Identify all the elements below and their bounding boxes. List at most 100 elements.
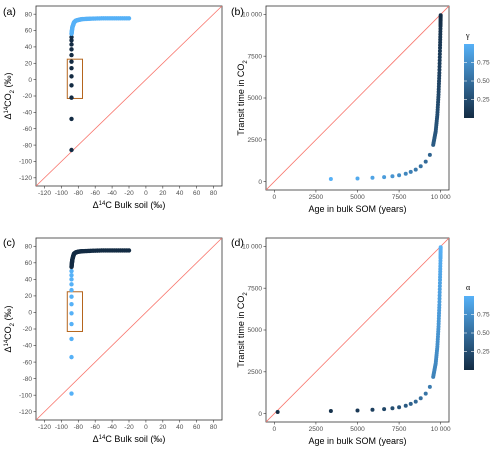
y-tick-label-a: -120: [19, 175, 32, 182]
panel-label-a: (a): [3, 6, 16, 18]
x-axis-label-c: Δ14C Bulk soil (‰): [93, 434, 166, 444]
x-tick-label-a: -80: [74, 190, 84, 197]
x-tick-label-b: 7500: [392, 194, 407, 201]
y-tick-label-b: 5000: [248, 95, 263, 102]
data-point-c: [69, 273, 74, 278]
y-tick-label-a: 20: [25, 60, 33, 67]
y-tick-label-c: -20: [23, 326, 33, 333]
data-point-d: [437, 280, 442, 285]
x-tick-label-b: 5000: [350, 194, 365, 201]
x-tick-label-c: 0: [144, 424, 148, 431]
legend-alpha-colorbar: [464, 296, 474, 370]
data-point-c: [69, 301, 74, 307]
one-to-one-line-a: [36, 6, 222, 186]
x-tick-label-d: 2500: [309, 426, 324, 433]
data-point-c: [87, 248, 92, 254]
data-point-d: [437, 299, 442, 304]
legend-gamma-colorbar: [464, 44, 474, 118]
data-point-d: [427, 384, 432, 389]
data-point-b: [355, 176, 360, 181]
legend-tick-label: 0.25: [477, 349, 490, 356]
y-tick-label-c: 20: [25, 293, 33, 300]
data-point-c: [112, 248, 117, 253]
x-tick-label-c: 60: [193, 424, 201, 431]
x-axis-label-a: Δ14C Bulk soil (‰): [93, 200, 166, 210]
data-point-a: [69, 65, 74, 71]
data-point-c: [69, 336, 74, 342]
y-tick-label-a: -60: [23, 126, 33, 133]
data-point-a: [87, 16, 92, 21]
data-point-b: [413, 167, 418, 172]
chart-panel-b: 0 2500 5000 7500 10 000 0 2500 5000 7500 10 000 Ag…: [236, 5, 451, 214]
x-axis-label-d: Age in bulk SOM (years): [308, 436, 406, 446]
data-point-b: [382, 175, 387, 180]
panel-label-b: (b): [231, 6, 244, 18]
data-point-d: [403, 403, 408, 408]
data-point-b: [438, 13, 443, 18]
one-to-one-line-b: [266, 6, 449, 190]
data-point-a: [69, 74, 74, 79]
y-axis-label-d: Transit time in CO2: [236, 292, 249, 368]
x-tick-label-c: 40: [176, 424, 184, 431]
x-tick-label-c: 20: [159, 424, 167, 431]
x-tick-label-c: -60: [90, 424, 100, 431]
x-axis-label-b: Age in bulk SOM (years): [308, 204, 406, 214]
data-point-d: [397, 405, 402, 410]
y-tick-label-a: -20: [23, 93, 33, 100]
x-tick-label-a: -20: [124, 190, 134, 197]
data-point-a: [69, 34, 74, 40]
legend-gamma-title: γ: [465, 31, 470, 40]
data-point-a: [69, 95, 74, 100]
data-point-c: [99, 248, 104, 253]
plot-area-d: [266, 238, 449, 422]
data-point-c: [69, 282, 74, 287]
data-point-b: [397, 173, 402, 178]
data-point-c: [69, 287, 74, 293]
data-point-a: [69, 147, 74, 153]
y-tick-label-b: 7500: [248, 53, 263, 60]
data-point-c: [69, 391, 74, 396]
plot-area-b: [266, 6, 449, 190]
data-point-b: [328, 176, 333, 181]
legend-tick-label: 0.75: [477, 60, 490, 67]
y-tick-label-c: -100: [19, 392, 32, 399]
data-point-b: [423, 159, 428, 164]
data-point-c: [69, 268, 74, 274]
data-point-d: [370, 407, 375, 412]
data-point-d: [328, 408, 333, 413]
y-tick-label-c: 0: [28, 310, 32, 317]
x-tick-label-c: -100: [55, 424, 68, 431]
legend-gamma: γ 0.75 0.50 0.25: [464, 31, 490, 118]
y-tick-label-d: 2500: [248, 369, 263, 376]
x-tick-label-b: 10 000: [431, 194, 451, 201]
data-point-d: [390, 406, 395, 411]
data-point-c: [124, 248, 130, 253]
data-point-b: [437, 58, 442, 63]
y-tick-label-a: 80: [25, 11, 33, 18]
data-point-d: [408, 401, 413, 406]
x-tick-label-d: 0: [273, 426, 277, 433]
x-tick-label-a: 60: [193, 190, 201, 197]
data-point-d: [437, 302, 442, 307]
data-point-d: [418, 396, 423, 401]
legend-tick-label: 0.75: [477, 312, 490, 319]
y-axis-label-a: Δ14CO2 (‰): [3, 72, 16, 119]
y-tick-label-a: 60: [25, 28, 33, 35]
data-point-d: [437, 293, 442, 298]
data-point-c: [69, 277, 74, 282]
x-tick-label-c: 80: [210, 424, 218, 431]
x-tick-label-b: 0: [273, 194, 277, 201]
one-to-one-line-d: [266, 238, 449, 422]
data-point-d: [437, 287, 442, 292]
y-tick-label-c: -60: [23, 359, 33, 366]
x-tick-label-a: -60: [90, 190, 100, 197]
y-tick-label-c: 60: [25, 260, 33, 267]
y-tick-label-d: 0: [258, 411, 262, 418]
data-point-b: [437, 64, 442, 69]
x-tick-label-a: 20: [159, 190, 167, 197]
legend-tick-label: 0.25: [477, 97, 490, 104]
data-point-d: [275, 409, 280, 414]
data-point-a: [69, 52, 74, 58]
y-tick-label-a: 40: [25, 44, 33, 51]
